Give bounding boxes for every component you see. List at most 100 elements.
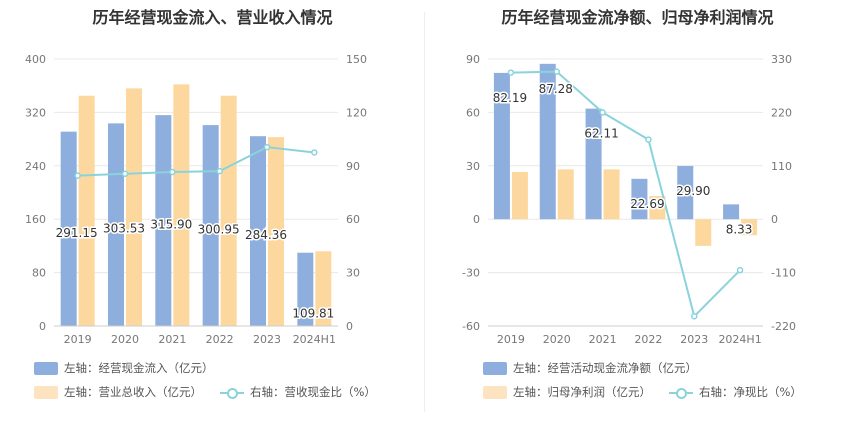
data-label: 109.81 (292, 306, 334, 320)
line-point (553, 68, 560, 75)
legend-item-bar2[interactable]: 左轴：营业总收入（亿元） (64, 385, 202, 399)
x-tick-label: 2024H1 (293, 333, 336, 346)
x-tick-label: 2019 (64, 333, 92, 346)
x-tick-label: 2020 (111, 333, 139, 346)
bar-series1 (250, 136, 266, 326)
y-right-tick-label: 120 (346, 106, 367, 119)
legend-item-line[interactable]: 右轴：营收现金比（%） (250, 385, 376, 399)
chart-title: 历年经营现金流入、营业收入情况 (92, 8, 333, 27)
y-right-tick-label: 60 (346, 213, 360, 226)
y-left-tick-label: 60 (466, 106, 480, 119)
y-right-tick-label: 90 (346, 160, 360, 173)
line-point (169, 168, 176, 176)
bar-series1 (297, 252, 314, 326)
bar-series1 (677, 165, 694, 220)
bar-series1 (493, 72, 510, 220)
x-tick-label: 2024H1 (718, 333, 761, 346)
y-left-tick-label: 160 (25, 213, 46, 226)
y-left-tick-label: 30 (466, 160, 480, 173)
y-right-tick-label: -220 (771, 320, 796, 333)
bar-series2 (220, 95, 237, 327)
bar-series2 (695, 219, 712, 246)
bar-series2 (649, 196, 666, 220)
y-right-tick-label: 330 (771, 53, 792, 66)
y-left-tick-label: 80 (32, 267, 46, 280)
chart-svg: 90 60 30 0 -30 -60 330 220 110 0 -110 -220 2019 2020 2… (462, 53, 796, 346)
line-point (736, 266, 744, 274)
legend-label: 左轴：经营活动现金流净额（亿元） (513, 361, 697, 375)
bar-series2 (603, 169, 620, 220)
chart-svg: 400 320 240 160 80 0 150 120 90 60 30 0 2019 2020 2021… (25, 53, 367, 346)
line-point (599, 109, 606, 116)
y-left-tick-label: 240 (25, 160, 46, 173)
y-left-tick-label: 0 (473, 213, 480, 226)
legend-row: 左轴：归母净利润（亿元） 右轴：净现比（%） (483, 384, 802, 400)
data-label: 82.19 (493, 91, 527, 105)
x-tick-label: 2022 (206, 333, 234, 346)
panel-divider (424, 12, 425, 412)
data-label: 22.69 (630, 197, 664, 211)
y-right-tick-label: 220 (771, 106, 792, 119)
data-label: 8.33 (726, 222, 753, 236)
bar-series1 (202, 125, 219, 326)
y-left-tick-label: 320 (25, 106, 46, 119)
y-right-tick-label: 30 (346, 267, 360, 280)
x-tick-label: 2023 (680, 333, 708, 346)
legend-swatch (34, 361, 58, 375)
data-label: 303.53 (103, 222, 145, 236)
line-point (311, 149, 318, 156)
legend-item-bar1[interactable]: 左轴：经营活动现金流净额（亿元） (483, 360, 697, 376)
bar-series1 (723, 204, 740, 220)
legend-item-bar1[interactable]: 左轴：经营现金流入（亿元） (34, 360, 214, 376)
bar-series2 (557, 169, 574, 220)
line-point (645, 136, 652, 143)
bar-series1 (585, 108, 602, 220)
line-point (74, 172, 81, 179)
line-series (77, 146, 315, 177)
data-label: 87.28 (539, 82, 573, 96)
y-left-tick-label: 400 (25, 53, 46, 66)
data-label: 284.36 (245, 228, 287, 242)
x-tick-label: 2021 (589, 333, 617, 346)
bar-series1 (60, 131, 77, 326)
cashflow-revenue-chart: 历年经营现金流入、营业收入情况 400 320 240 160 80 0 150 120 90 6… (25, 8, 376, 400)
y-left-tick-label: -30 (462, 267, 480, 280)
data-label: 291.15 (56, 226, 98, 240)
legend-swatch (483, 385, 507, 399)
y-right-tick-label: 0 (771, 213, 778, 226)
data-label: 315.90 (150, 218, 192, 232)
legend-row: 左轴：营业总收入（亿元） 右轴：营收现金比（%） (34, 384, 376, 400)
y-left-tick-label: -60 (462, 320, 480, 333)
line-point (507, 69, 515, 76)
line-point (216, 167, 223, 175)
bar-series1 (539, 63, 556, 220)
legend-line-icon (220, 386, 244, 399)
bar-series1 (155, 115, 172, 326)
legend-swatch (34, 385, 58, 399)
bar-series2 (126, 88, 142, 327)
x-tick-label: 2020 (543, 333, 571, 346)
legend-item-bar2[interactable]: 左轴：归母净利润（亿元） (513, 385, 651, 399)
data-label: 29.90 (676, 184, 710, 198)
x-tick-label: 2021 (158, 333, 186, 346)
y-left-tick-label: 90 (466, 53, 480, 66)
data-label: 62.11 (584, 127, 618, 141)
legend-swatch (483, 361, 507, 375)
chart-title: 历年经营现金流净额、归母净利润情况 (501, 8, 774, 27)
bar-series2 (268, 137, 284, 326)
line-point (121, 170, 129, 178)
line-series (510, 70, 741, 319)
bar-series2 (78, 95, 95, 327)
y-left-tick-label: 0 (39, 320, 46, 333)
legend-line-icon (669, 386, 693, 399)
legend-label: 左轴：经营现金流入（亿元） (64, 361, 214, 375)
y-right-tick-label: 0 (346, 320, 353, 333)
y-right-tick-label: -110 (771, 267, 796, 280)
bar-series2 (315, 251, 332, 326)
bar-series1 (631, 178, 648, 220)
legend-item-line[interactable]: 右轴：净现比（%） (699, 385, 802, 399)
line-point (263, 143, 271, 151)
line-point (691, 313, 698, 320)
x-tick-label: 2022 (634, 333, 662, 346)
netcash-profit-chart: 历年经营现金流净额、归母净利润情况 90 60 30 0 -30 -60 330 220 110… (425, 0, 850, 437)
